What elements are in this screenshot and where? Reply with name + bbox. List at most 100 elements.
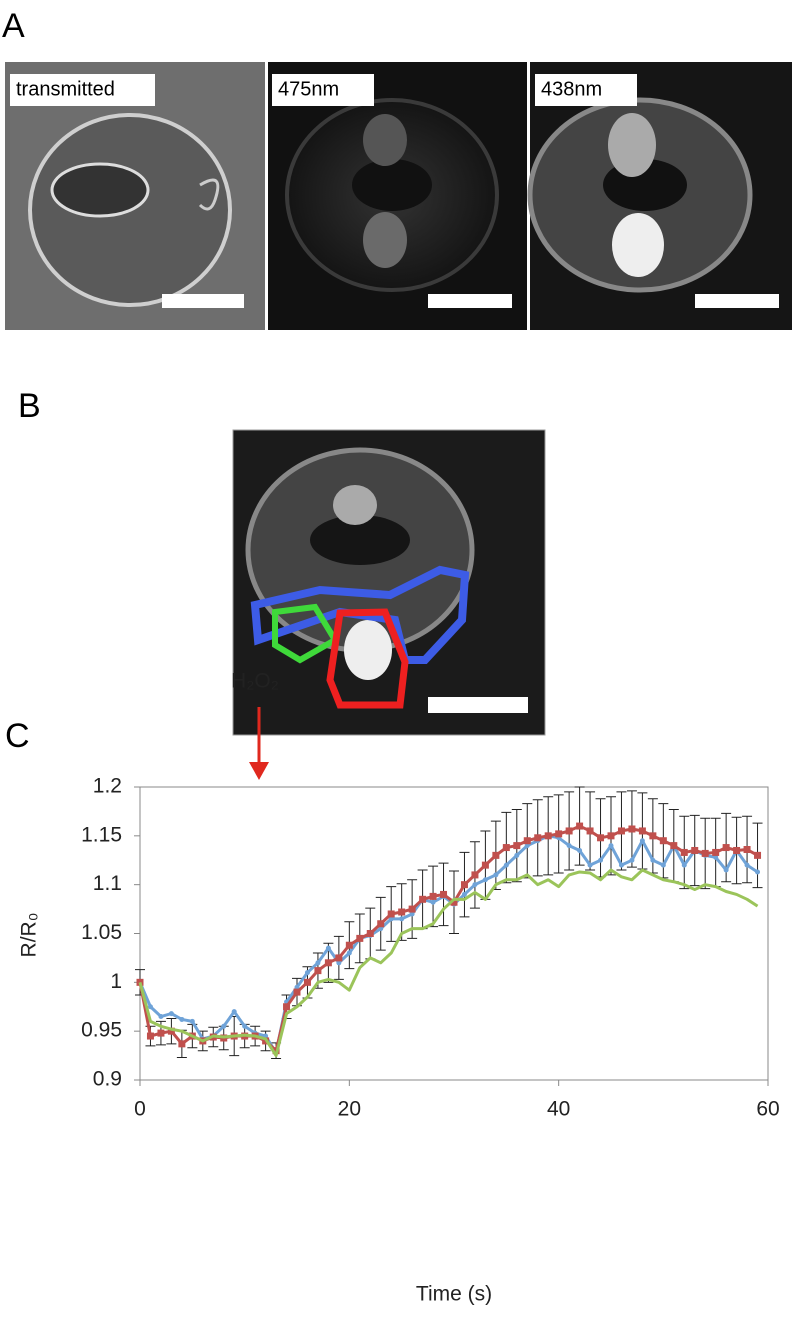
point: [482, 877, 488, 883]
y-tick-label: 0.9: [93, 1068, 122, 1091]
point: [639, 838, 645, 844]
point: [398, 908, 406, 916]
point: [754, 851, 762, 859]
point: [680, 848, 688, 856]
point: [502, 844, 510, 852]
point: [524, 843, 530, 849]
point: [681, 862, 687, 868]
y-tick-label: 1: [110, 970, 122, 993]
point: [650, 857, 656, 863]
arrow-head: [249, 762, 269, 780]
panel-label: B: [18, 387, 41, 425]
point: [336, 960, 342, 966]
point: [629, 857, 635, 863]
point: [555, 830, 563, 838]
point: [587, 862, 593, 868]
image-438nm: 438nm: [527, 62, 792, 330]
x-axis-label: Time (s): [416, 1283, 492, 1306]
point: [744, 862, 750, 868]
image-transmitted: transmitted: [5, 62, 265, 330]
point: [399, 916, 405, 922]
point: [294, 984, 300, 990]
x-tick-label: 20: [338, 1098, 361, 1121]
point: [440, 890, 448, 898]
image-label: 438nm: [541, 78, 602, 100]
point: [303, 978, 311, 986]
point: [723, 867, 729, 873]
point: [649, 832, 657, 840]
point: [514, 852, 520, 858]
point: [146, 1032, 154, 1040]
point: [513, 842, 521, 850]
point: [231, 1009, 237, 1015]
y-tick-label: 1.15: [81, 823, 122, 846]
point: [481, 861, 489, 869]
point: [315, 960, 321, 966]
point: [460, 881, 468, 889]
y-axis-label: R/R₀: [18, 913, 41, 958]
x-tick-label: 60: [756, 1098, 779, 1121]
point: [314, 967, 322, 975]
panel-label: C: [5, 717, 30, 755]
point: [472, 882, 478, 888]
point: [659, 837, 667, 845]
point: [242, 1023, 248, 1029]
point: [356, 934, 364, 942]
point: [366, 930, 374, 937]
image-label: 475nm: [278, 78, 339, 100]
point: [345, 941, 353, 949]
point: [713, 854, 719, 860]
y-tick-label: 1.05: [81, 921, 122, 944]
point: [471, 871, 479, 879]
point: [617, 827, 625, 835]
point: [325, 945, 331, 951]
point: [293, 988, 301, 996]
point: [691, 846, 699, 854]
panel-label: A: [2, 7, 25, 45]
point: [492, 851, 500, 859]
point: [638, 827, 646, 835]
point: [628, 825, 636, 833]
point: [304, 970, 310, 976]
point: [158, 1014, 164, 1020]
y-tick-label: 1.2: [93, 775, 122, 798]
point: [324, 959, 332, 967]
point: [534, 834, 542, 842]
image-roi: [232, 429, 546, 736]
point: [408, 905, 416, 913]
point: [377, 920, 385, 928]
annotation: H₂O₂: [231, 670, 279, 693]
image-475nm: 475nm: [268, 62, 527, 330]
point: [429, 892, 437, 900]
point: [565, 827, 573, 835]
point: [189, 1018, 195, 1024]
point: [167, 1027, 175, 1035]
point: [722, 844, 730, 852]
point: [419, 895, 427, 903]
point: [335, 954, 343, 962]
point: [461, 891, 467, 897]
point: [378, 926, 384, 932]
point: [712, 848, 720, 856]
point: [755, 869, 761, 875]
point: [660, 862, 666, 868]
point: [430, 899, 436, 905]
point: [283, 1003, 291, 1011]
point: [147, 1004, 153, 1010]
point: [608, 843, 614, 849]
series-line: [138, 834, 759, 1055]
point: [670, 842, 678, 850]
point: [576, 822, 584, 830]
point: [157, 1029, 165, 1037]
series-line: [138, 868, 759, 1058]
chart: 0.9 0.95 1 1.05 1.1 1.15 1.2 0 20 40 60 Time (s) R/R…: [18, 670, 780, 1306]
point: [733, 846, 741, 854]
point: [598, 857, 604, 863]
point: [346, 950, 352, 956]
point: [450, 898, 458, 906]
x-tick-label: 0: [134, 1098, 146, 1121]
point: [607, 832, 615, 840]
y-tick-label: 0.95: [81, 1019, 122, 1042]
point: [503, 862, 509, 868]
point: [168, 1011, 174, 1017]
